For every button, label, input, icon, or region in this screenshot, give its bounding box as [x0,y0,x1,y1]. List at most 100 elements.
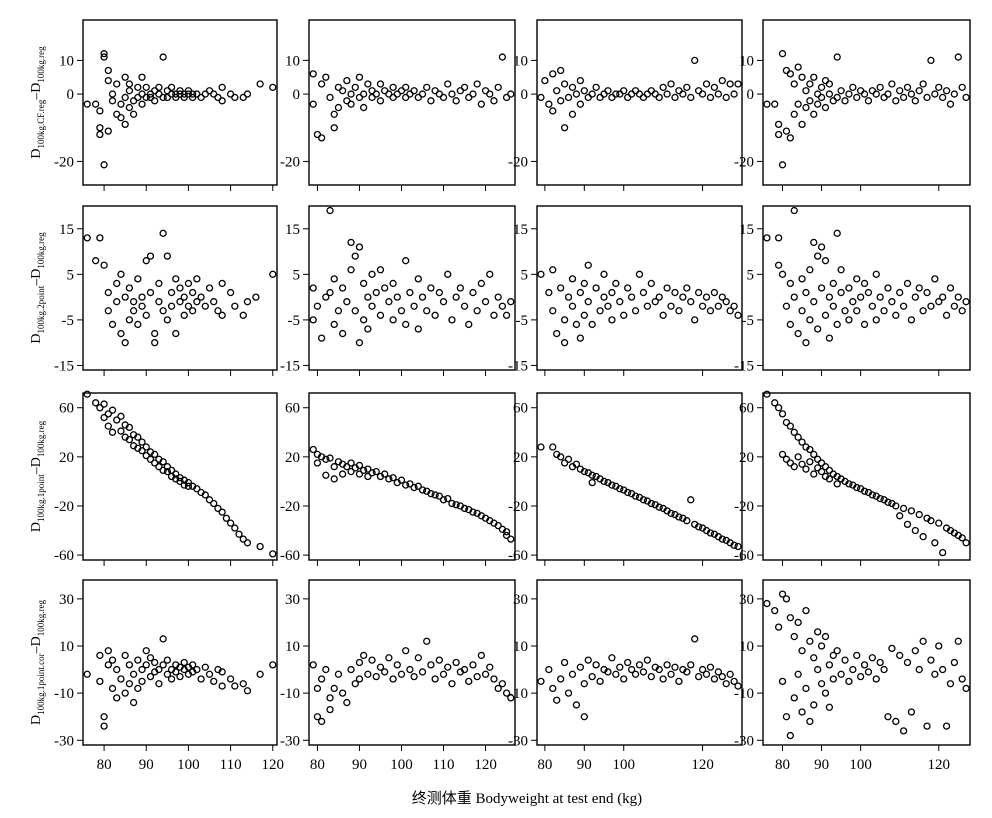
data-point [142,311,150,319]
data-point [631,492,640,500]
data-point [104,410,112,418]
data-point [888,644,896,653]
data-point [557,284,565,292]
data-point [706,307,715,315]
data-point [718,672,726,681]
data-point [710,288,719,297]
data-point [771,100,779,108]
data-point [903,83,912,91]
data-point [923,288,931,297]
data-point [452,658,460,667]
data-point [872,675,880,683]
data-point [946,680,955,688]
data-point [125,284,134,292]
data-point [849,665,857,674]
data-point [782,713,791,721]
data-point [397,670,406,678]
y-tick-label: -20 [280,154,300,170]
panel-frame [762,579,971,746]
data-point [100,400,108,408]
data-point [423,637,431,645]
data-point [502,689,511,697]
data-point [806,445,814,454]
data-point [718,535,726,543]
data-point [214,504,222,513]
data-point [243,90,252,98]
data-point [351,83,359,91]
data-point [142,83,150,91]
data-point [814,252,822,260]
data-point [588,471,596,479]
data-point [402,320,410,329]
data-point [104,307,112,315]
data-point [691,56,699,65]
data-point [683,83,691,91]
y-tick-label: 20 [285,450,300,466]
y-tick-label: 5 [521,267,529,283]
data-point [888,298,896,306]
data-point [714,90,722,98]
data-point [837,266,845,274]
data-point [907,708,916,716]
data-point [730,541,738,549]
data-point [821,76,830,85]
data-point [355,339,364,347]
data-point [631,87,640,95]
data-point [806,97,814,105]
data-point [410,302,418,310]
data-point [125,316,134,324]
data-point [231,524,239,532]
data-point [330,124,338,132]
y-tick-label: 60 [285,401,300,417]
data-point [675,307,683,315]
data-point [896,651,904,660]
data-point [794,618,802,627]
data-point [389,279,397,288]
data-point [205,496,214,504]
data-point [498,680,507,688]
data-point [726,80,734,88]
data-point [172,275,180,283]
data-point [794,453,802,461]
data-point [560,124,569,132]
data-point [790,293,798,301]
data-point [243,687,252,695]
data-point [667,80,675,88]
data-point [810,238,818,247]
data-point [256,542,264,551]
data-point [372,467,380,476]
data-point [121,339,129,347]
data-point [360,466,368,475]
data-point [608,654,616,662]
data-point [616,298,624,306]
data-point [309,316,317,324]
data-point [931,670,939,678]
data-point [778,50,787,58]
data-point [806,80,814,88]
data-point [155,279,163,288]
data-point [584,656,592,664]
data-point [205,284,214,292]
data-point [817,93,826,102]
data-point [821,103,830,112]
y-tick-label: 0 [747,87,755,103]
data-point [798,708,806,716]
data-point [104,647,112,655]
data-point [235,530,243,538]
data-point [817,459,826,467]
data-point [829,302,837,310]
data-point [576,288,585,297]
data-point [537,270,545,278]
data-point [142,661,150,669]
data-point [687,93,695,102]
data-point [899,93,908,102]
y-tick-label: -15 [280,358,300,374]
data-point [317,80,326,88]
data-point [931,275,939,283]
data-point [138,447,146,455]
data-point [121,93,129,102]
data-point [888,80,896,88]
data-point [671,663,679,671]
data-point [155,83,163,91]
data-point [368,270,376,278]
